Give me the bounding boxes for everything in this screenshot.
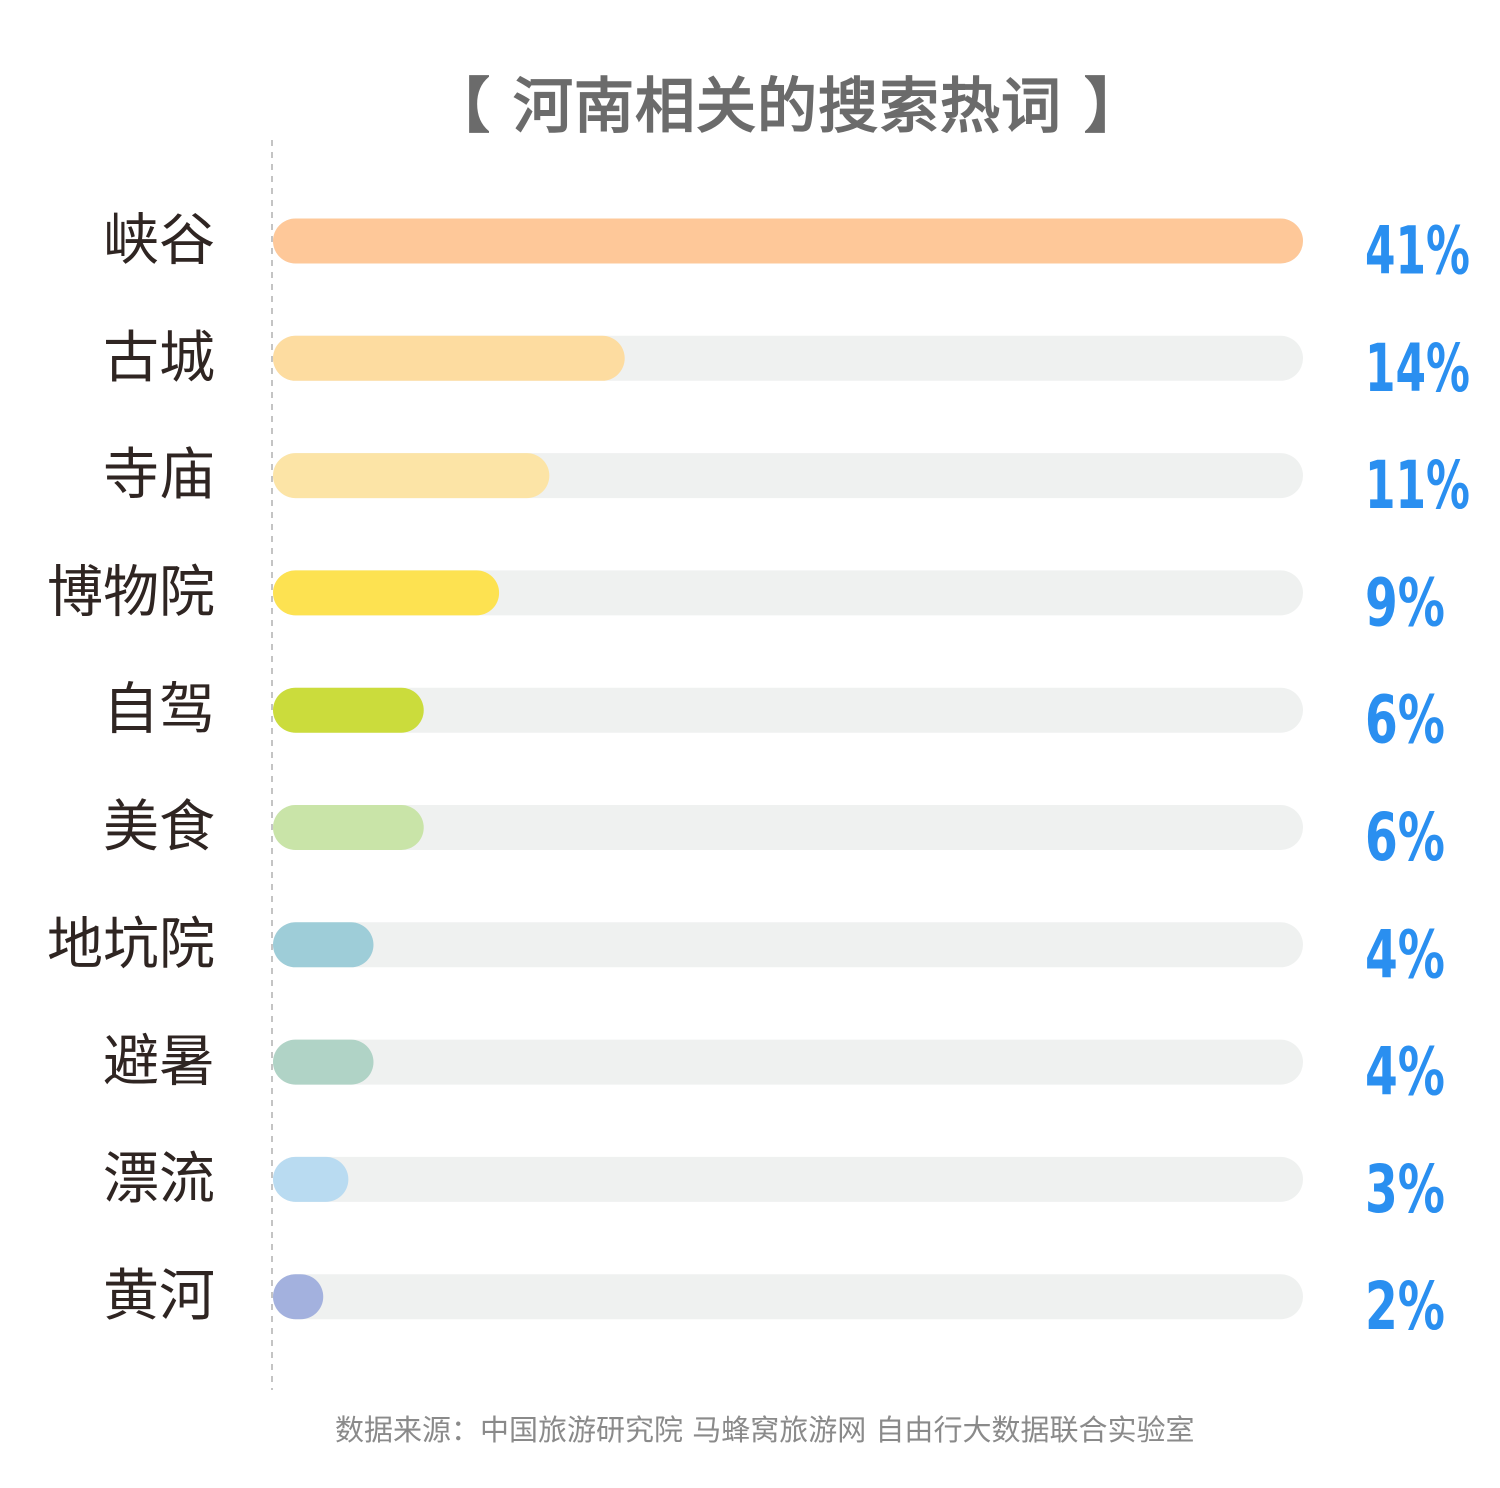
category-label: 黄河 (103, 1264, 215, 1329)
bar-row: 地坑院 4% (47, 912, 1445, 993)
value-label: 6% (1365, 799, 1445, 876)
bar-row: 古城 14% (103, 326, 1470, 407)
bar-track (273, 687, 1303, 733)
value-label: 9% (1365, 564, 1445, 641)
bar-row: 漂流 3% (103, 1147, 1445, 1228)
category-label: 古城 (103, 326, 215, 391)
bar-row: 博物院 9% (47, 560, 1445, 641)
bar-row: 寺庙 11% (103, 443, 1470, 524)
bar-row: 峡谷 41% (103, 209, 1470, 290)
value-label: 4% (1365, 916, 1445, 993)
bar (273, 453, 550, 499)
value-label: 4% (1365, 1034, 1445, 1111)
category-label: 避暑 (103, 1030, 215, 1095)
bar-track (273, 805, 1303, 850)
value-label: 14% (1365, 330, 1470, 407)
category-label: 自驾 (103, 678, 215, 743)
bar-row: 黄河 2% (103, 1264, 1445, 1345)
bar-track (273, 570, 1303, 616)
category-label: 地坑院 (47, 912, 215, 977)
bar-track (273, 1039, 1303, 1085)
value-label: 6% (1365, 682, 1445, 759)
bar (273, 335, 625, 381)
category-label: 峡谷 (103, 209, 215, 274)
bar-row: 避暑 4% (103, 1030, 1445, 1111)
bar (273, 1156, 349, 1202)
value-label: 3% (1365, 1151, 1445, 1228)
category-label: 美食 (103, 795, 215, 860)
bar-rows: 峡谷 41% 古城 14% 寺庙 11% 博物院 9% 自驾 6% 美食 6% 地坑院 4% 避暑 4% 漂流 3… (47, 209, 1470, 1346)
category-label: 寺庙 (103, 443, 215, 508)
bar (273, 1039, 374, 1085)
value-label: 11% (1365, 447, 1470, 524)
bar-row: 自驾 6% (103, 678, 1445, 759)
bar-row: 美食 6% (103, 795, 1445, 876)
bar-track (273, 922, 1303, 968)
bar-track (273, 1156, 1303, 1202)
bar (273, 805, 424, 850)
bar-track (273, 1274, 1303, 1320)
bar (273, 218, 1303, 264)
bar (273, 570, 500, 616)
bar (273, 1274, 324, 1320)
category-label: 博物院 (47, 560, 215, 625)
bar (273, 687, 424, 733)
chart-title: 【 河南相关的搜索热词 】 (430, 72, 1145, 142)
bar (273, 922, 374, 968)
category-label: 漂流 (103, 1147, 215, 1212)
value-label: 2% (1365, 1268, 1445, 1345)
value-label: 41% (1365, 213, 1470, 290)
source-note: 数据来源：中国旅游研究院 马蜂窝旅游网 自由行大数据联合实验室 (335, 1413, 1195, 1447)
